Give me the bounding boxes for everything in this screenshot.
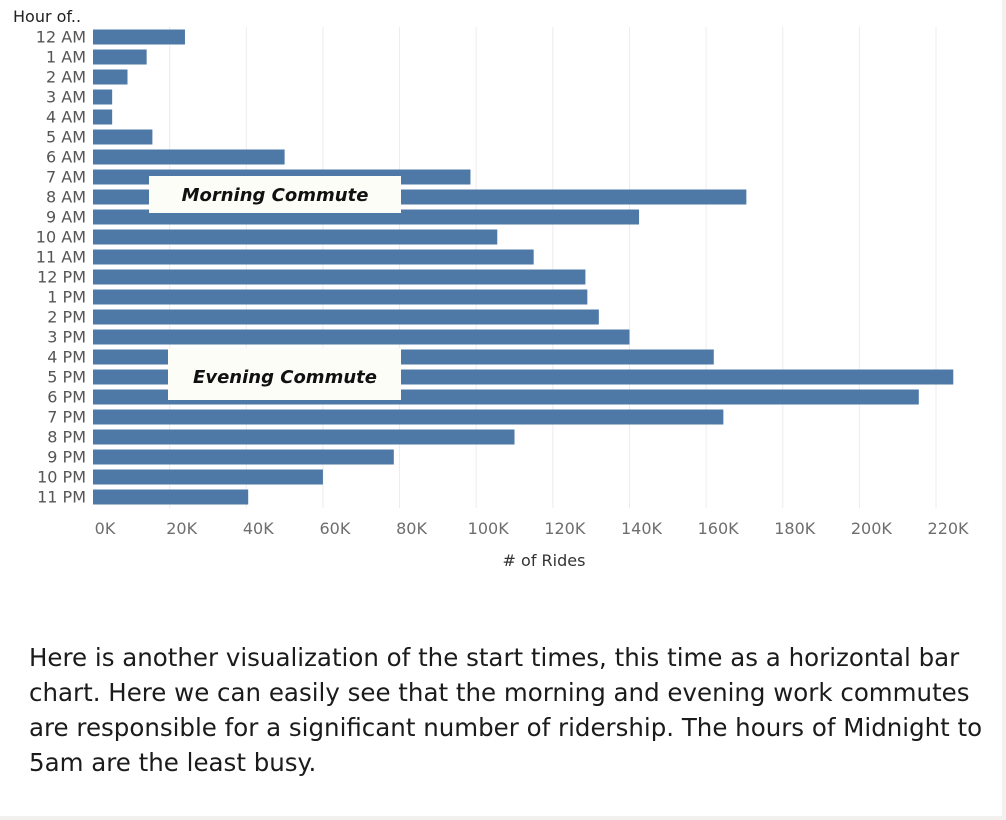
x-tick-label: 100K: [468, 519, 510, 538]
x-tick-label: 180K: [774, 519, 816, 538]
description-text: Here is another visualization of the sta…: [29, 643, 983, 777]
bars: [93, 29, 954, 505]
annotation-box: [168, 348, 401, 400]
bar: [93, 309, 599, 325]
bar: [93, 209, 640, 225]
annotation-box: [149, 176, 401, 213]
category-label: 11 PM: [37, 488, 86, 507]
bar: [93, 289, 588, 305]
bar: [93, 69, 128, 85]
category-label: 5 AM: [46, 128, 86, 147]
category-label: 12 AM: [36, 28, 86, 47]
x-tick-label: 80K: [396, 519, 427, 538]
category-label: 9 AM: [46, 208, 86, 227]
bar: [93, 489, 249, 505]
annotations: Morning Commute Evening Commute: [149, 176, 401, 400]
bar: [93, 109, 113, 125]
x-axis-title: # of Rides: [503, 551, 586, 570]
grid-lines: [169, 27, 937, 508]
category-label: 1 AM: [46, 48, 86, 67]
bar: [93, 449, 394, 465]
category-label: 10 PM: [37, 468, 86, 487]
bar: [93, 229, 498, 245]
category-label: 6 AM: [46, 148, 86, 167]
x-tick-label: 60K: [319, 519, 350, 538]
x-tick-label: 40K: [243, 519, 274, 538]
category-label: 4 PM: [47, 348, 86, 367]
annotation-label: Evening Commute: [193, 367, 377, 388]
category-label: 7 PM: [47, 408, 86, 427]
category-label: 9 PM: [47, 448, 86, 467]
x-tick-labels: 0K 20K 40K 60K 80K 100K 120K 140K 160K 180K 200K 22…: [95, 519, 969, 538]
bar: [93, 89, 113, 105]
x-tick-label: 220K: [928, 519, 970, 538]
category-label: 3 PM: [47, 328, 86, 347]
category-labels: 12 AM1 AM2 AM3 AM4 AM5 AM6 AM7 AM8 AM9 A…: [36, 28, 86, 507]
bar: [93, 469, 323, 485]
bar: [93, 409, 724, 425]
category-label: 2 AM: [46, 68, 86, 87]
x-tick-label: 140K: [621, 519, 663, 538]
x-tick-label: 200K: [851, 519, 893, 538]
bar: [93, 329, 630, 345]
category-label: 5 PM: [47, 368, 86, 387]
category-label: 10 AM: [36, 228, 86, 247]
annotation-label: Morning Commute: [182, 185, 369, 206]
bar: [93, 29, 185, 45]
hourly-rides-bar-chart: 12 AM1 AM2 AM3 AM4 AM5 AM6 AM7 AM8 AM9 A…: [13, 7, 969, 570]
category-label: 7 AM: [46, 168, 86, 187]
category-label: 4 AM: [46, 108, 86, 127]
x-tick-label: 160K: [698, 519, 740, 538]
category-label: 8 AM: [46, 188, 86, 207]
x-tick-label: 120K: [544, 519, 586, 538]
bar: [93, 269, 586, 285]
category-label: 12 PM: [37, 268, 86, 287]
category-label: 1 PM: [47, 288, 86, 307]
x-tick-label: 20K: [166, 519, 197, 538]
bar: [93, 49, 147, 65]
x-tick-label: 0K: [95, 519, 116, 538]
category-label: 6 PM: [47, 388, 86, 407]
bar: [93, 149, 285, 165]
y-axis-title: Hour of..: [13, 7, 81, 26]
category-label: 3 AM: [46, 88, 86, 107]
category-label: 2 PM: [47, 308, 86, 327]
bar: [93, 129, 153, 145]
bar: [93, 249, 534, 265]
category-label: 8 PM: [47, 428, 86, 447]
category-label: 11 AM: [36, 248, 86, 267]
bar: [93, 429, 515, 445]
